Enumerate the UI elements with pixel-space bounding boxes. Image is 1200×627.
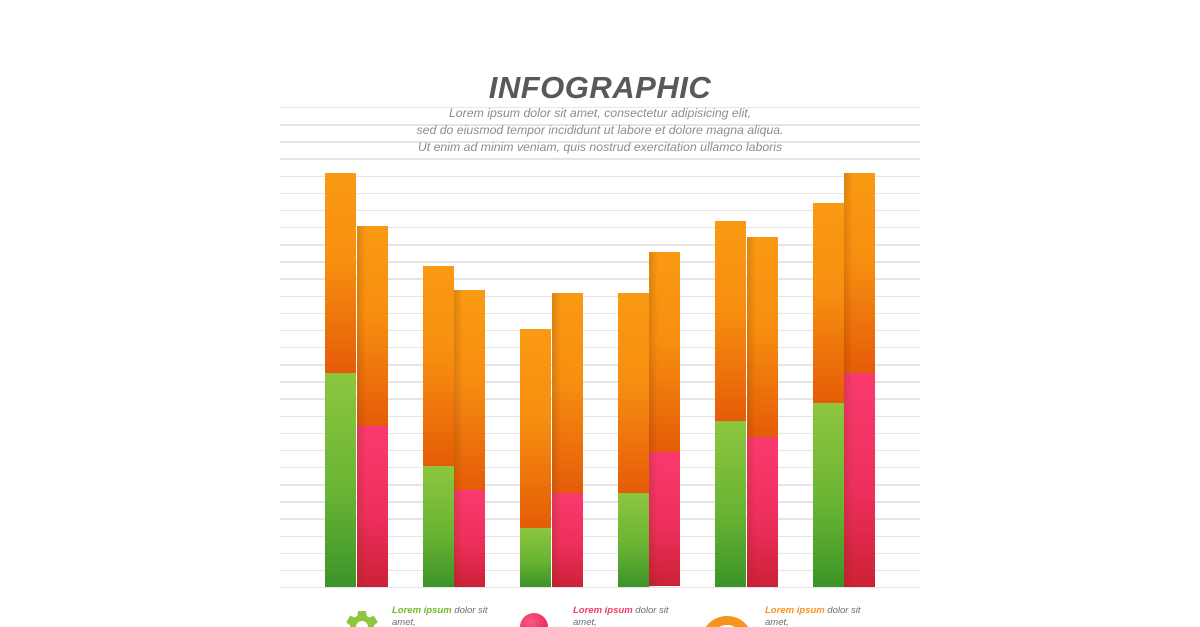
subtitle-line-3: Ut enim ad minim veniam, quis nostrud ex… <box>417 140 783 155</box>
gridline <box>280 569 920 572</box>
bar-segment-orange <box>520 329 551 529</box>
bar-segment-orange <box>356 226 388 426</box>
bar-group-4-left <box>617 293 649 587</box>
gridline <box>280 501 920 503</box>
bar-segment-pink <box>356 426 388 587</box>
gridline <box>280 518 920 520</box>
bar-segment-orange <box>649 252 680 452</box>
legend-lead-word: Lorem ipsum <box>392 605 452 616</box>
gridline <box>280 347 920 349</box>
gridline <box>280 535 920 537</box>
bar-segment-pink <box>649 452 680 586</box>
bar-segment-green <box>422 466 454 587</box>
bar-segment-pink <box>454 490 485 587</box>
bar-segment-orange <box>844 173 875 373</box>
gear-icon <box>342 607 382 627</box>
gridline <box>280 415 920 417</box>
bar-segment-pink <box>844 373 875 587</box>
page-title: INFOGRAPHIC <box>488 70 712 105</box>
gridline <box>280 329 920 332</box>
gridline <box>280 364 920 366</box>
bar-segment-green <box>325 373 356 587</box>
gridline <box>280 244 920 246</box>
gridline <box>280 107 920 109</box>
legend-lead-word: Lorem ipsum <box>573 605 633 616</box>
legend-lead-word: Lorem ipsum <box>765 605 825 616</box>
bar-segment-orange <box>746 237 778 437</box>
bar-group-4-right <box>649 252 680 587</box>
bar-segment-pink <box>551 493 583 587</box>
bar-segment-orange <box>325 173 356 373</box>
gridline <box>280 192 920 195</box>
gridline <box>280 467 920 469</box>
bar-segment-orange <box>812 203 844 403</box>
bar-group-5-left <box>715 221 746 587</box>
legend-text-block: Lorem ipsum dolor sit amet, consectetur … <box>765 605 885 627</box>
legend-line-1-rest: dolor sit amet, <box>765 605 861 627</box>
legend-line-1: Lorem ipsum dolor sit amet, <box>573 605 693 627</box>
bar-segment-pink <box>746 437 778 587</box>
bar-segment-orange <box>454 290 485 490</box>
legend-line-1-rest: dolor sit amet, <box>573 605 669 627</box>
legend-line-1: Lorem ipsum dolor sit amet, <box>765 605 885 627</box>
bar-segment-green <box>617 493 649 587</box>
bar-segment-green <box>715 421 746 587</box>
gridline <box>280 141 920 143</box>
bar-group-6-right <box>844 173 875 587</box>
subtitle-line-1: Lorem ipsum dolor sit amet, consectetur … <box>448 106 752 120</box>
gridline <box>280 484 920 486</box>
bar-group-5-right <box>746 237 778 587</box>
gridline <box>280 552 920 555</box>
subtitle-paragraph: Lorem ipsum dolor sit amet, consectetur … <box>0 105 1200 156</box>
legend-text-block: Lorem ipsum dolor sit amet, consectetur … <box>573 605 693 627</box>
legend-text-block: Lorem ipsum dolor sit amet, consectetur … <box>392 605 512 627</box>
gridline <box>280 449 920 452</box>
bar-segment-orange <box>715 221 746 421</box>
legend-item-green: Lorem ipsum dolor sit amet, consectetur … <box>342 600 512 627</box>
bar-group-2-left <box>422 266 454 587</box>
gridline <box>280 295 920 297</box>
gridline <box>280 209 920 212</box>
gridline <box>280 175 920 177</box>
bar-segment-orange <box>422 266 454 466</box>
gridline <box>280 398 920 400</box>
gridline <box>280 432 920 435</box>
subtitle-line-2: sed do eiusmod tempor incididunt ut labo… <box>416 123 784 138</box>
gridline <box>280 124 920 126</box>
legend-line-1: Lorem ipsum dolor sit amet, <box>392 605 512 627</box>
legend: Lorem ipsum dolor sit amet, consectetur … <box>0 600 1200 627</box>
gridline <box>280 278 920 280</box>
gridline <box>280 158 920 160</box>
bar-segment-orange <box>617 293 649 493</box>
gridline <box>280 312 920 315</box>
bar-group-6-left <box>812 203 844 587</box>
gridline <box>280 227 920 229</box>
circle-icon <box>520 613 548 627</box>
gridline <box>280 261 920 263</box>
bar-group-3-right <box>551 293 583 587</box>
bar-group-2-right <box>454 290 485 587</box>
bar-group-1-right <box>356 226 388 587</box>
legend-item-pink: Lorem ipsum dolor sit amet, consectetur … <box>518 600 693 627</box>
bar-segment-green <box>812 403 844 587</box>
gridline <box>280 381 920 383</box>
gridline <box>280 587 920 589</box>
bar-segment-orange <box>551 293 583 493</box>
bar-segment-green <box>520 528 551 587</box>
bar-group-3-left <box>520 329 551 587</box>
legend-item-orange: Lorem ipsum dolor sit amet, consectetur … <box>701 600 885 627</box>
legend-line-1-rest: dolor sit amet, <box>392 605 488 627</box>
bar-group-1-left <box>325 173 356 587</box>
ring-icon <box>701 616 753 627</box>
